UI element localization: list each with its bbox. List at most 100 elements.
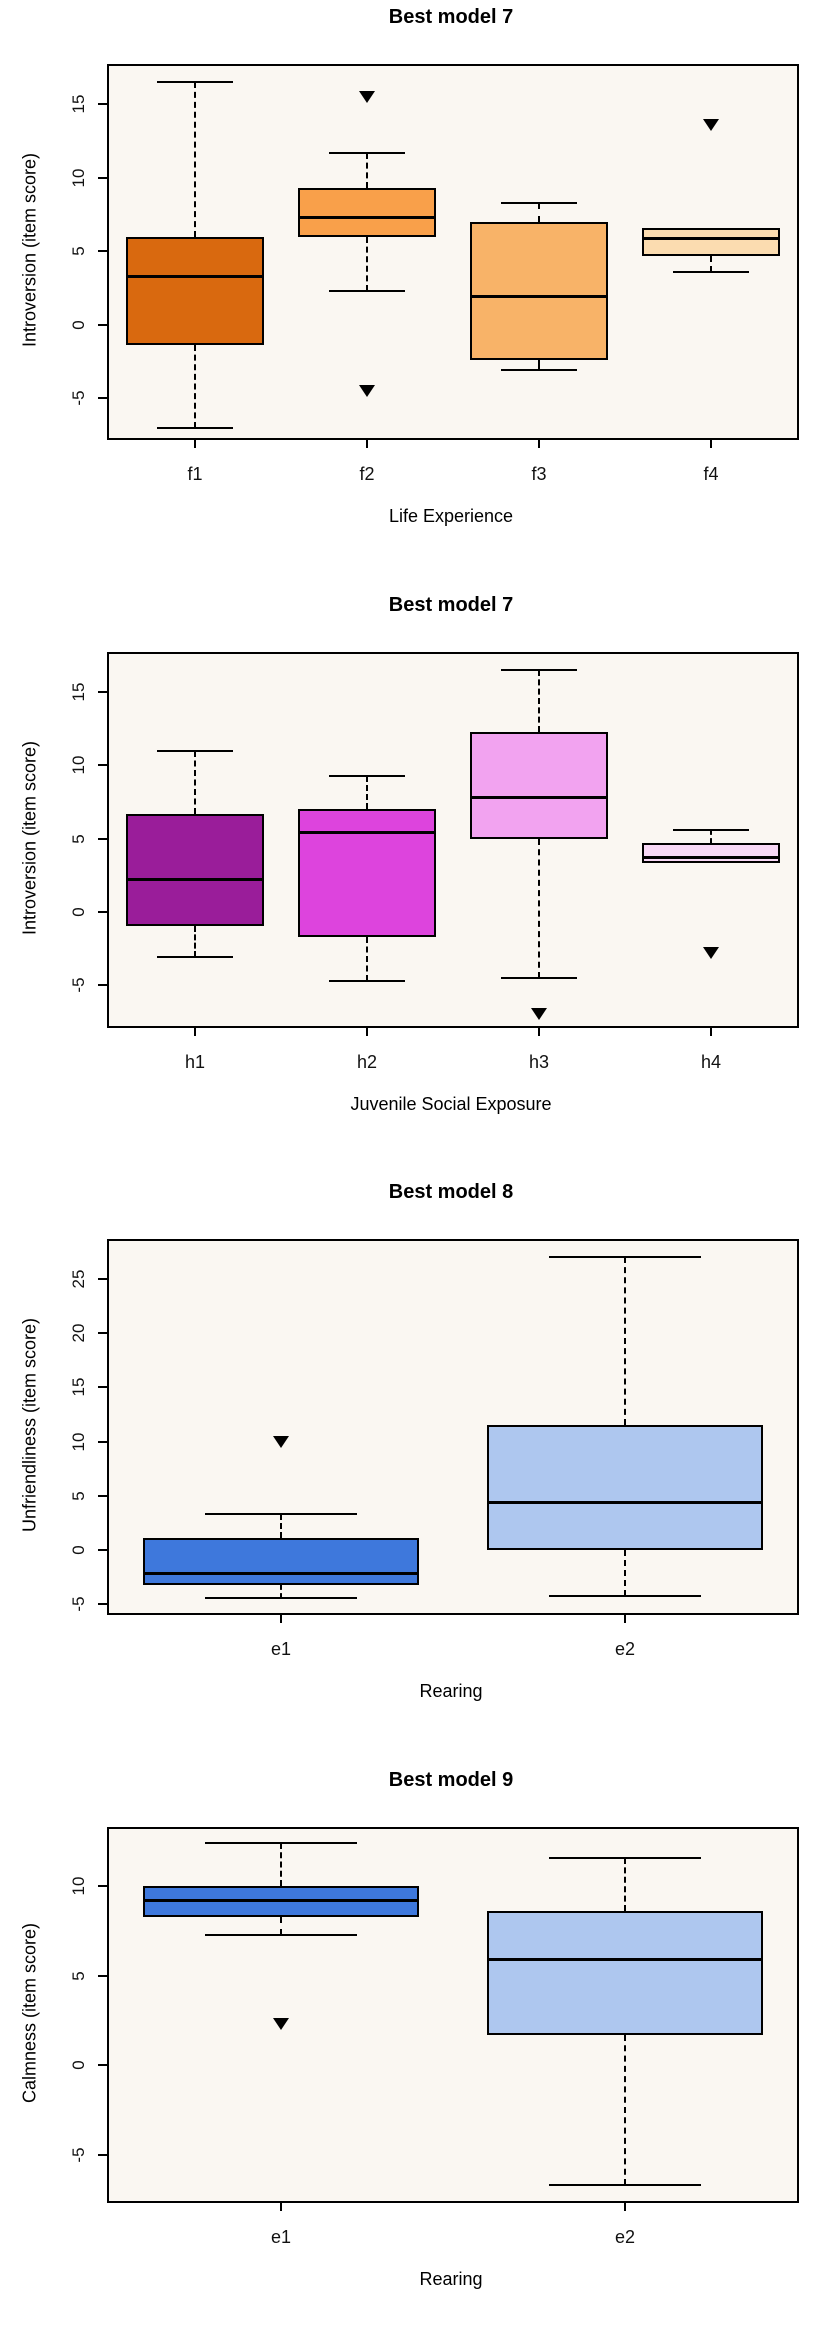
- y-tick: [98, 1277, 109, 1280]
- boxplot-box-h1: [126, 813, 264, 927]
- median-line: [487, 1500, 763, 1504]
- x-tick-label: h1: [184, 1052, 206, 1072]
- lower-whisker-cap: [157, 956, 233, 959]
- x-tick-label: e1: [270, 2227, 292, 2247]
- x-tick: [624, 1613, 626, 1623]
- upper-whisker: [366, 775, 368, 810]
- x-tick: [710, 438, 712, 448]
- outlier-marker: [703, 946, 719, 959]
- x-tick-label: h2: [356, 1052, 378, 1072]
- y-tick: [98, 397, 109, 400]
- median-line: [298, 215, 436, 219]
- boxplot-box-h3: [470, 731, 608, 839]
- lower-whisker-cap: [205, 1596, 357, 1599]
- upper-whisker-cap: [549, 1256, 701, 1259]
- x-tick-label: f3: [531, 464, 547, 484]
- x-tick: [366, 438, 368, 448]
- lower-whisker-cap: [549, 1594, 701, 1597]
- y-tick: [98, 2064, 109, 2067]
- lower-whisker-cap: [205, 1933, 357, 1936]
- boxplot-box-f2: [298, 188, 436, 237]
- plot-area: -5 0 5 10 e1 e2: [69, 1827, 799, 2247]
- y-tick: [98, 1494, 109, 1497]
- chart-title: Best model 7: [388, 6, 514, 28]
- lower-whisker-cap: [501, 369, 577, 372]
- upper-whisker-cap: [329, 151, 405, 154]
- upper-whisker-cap: [205, 1842, 357, 1845]
- upper-whisker-cap: [205, 1513, 357, 1516]
- lower-whisker-cap: [673, 270, 749, 273]
- y-tick: [98, 1885, 109, 1888]
- upper-whisker-cap: [501, 201, 577, 204]
- upper-whisker: [624, 1257, 626, 1426]
- x-tick-label: h4: [700, 1052, 722, 1072]
- plot-area: -5 0 5 10 15 f1 f2 f3 f4: [69, 64, 799, 484]
- lower-whisker: [194, 926, 196, 958]
- lower-whisker: [624, 2034, 626, 2185]
- lower-whisker: [366, 936, 368, 981]
- x-tick: [538, 1026, 540, 1036]
- y-tick: [98, 1386, 109, 1389]
- boxplot-box-h2: [298, 809, 436, 937]
- panel-best-model-9-rearing: Best model 9 Calmness (item score) -5 0 5 1…: [0, 1763, 821, 2350]
- x-tick: [538, 438, 540, 448]
- upper-whisker: [366, 152, 368, 189]
- outlier-marker: [531, 1008, 547, 1021]
- x-axis-label: Rearing: [419, 2269, 483, 2289]
- outlier-marker: [703, 118, 719, 131]
- x-tick: [194, 438, 196, 448]
- upper-whisker: [538, 670, 540, 732]
- upper-whisker-cap: [157, 81, 233, 84]
- median-line: [642, 236, 780, 240]
- boxplot-box-h4: [642, 842, 780, 864]
- y-tick: [98, 323, 109, 326]
- chart-title: Best model 8: [388, 1181, 514, 1203]
- y-tick: [98, 1440, 109, 1443]
- plot-area: -5 0 5 10 15 h1 h2 h3 h4: [69, 652, 799, 1072]
- median-line: [642, 856, 780, 860]
- plot-area: -5 0 5 10 15 20 25 e1 e2: [69, 1239, 799, 1659]
- lower-whisker: [710, 255, 712, 272]
- x-tick-label: f4: [703, 464, 719, 484]
- x-tick-label: f2: [359, 464, 375, 484]
- lower-whisker-cap: [549, 2183, 701, 2186]
- median-line: [126, 878, 264, 882]
- x-tick: [280, 2201, 282, 2211]
- chart-title: Best model 7: [388, 594, 514, 616]
- upper-whisker-cap: [329, 774, 405, 777]
- outlier-marker: [359, 384, 375, 397]
- x-tick: [624, 2201, 626, 2211]
- lower-whisker-cap: [329, 289, 405, 292]
- panel-best-model-7-juvenile-social-exposure: Best model 7 Introversion (item score) -…: [0, 588, 821, 1175]
- outlier-marker: [359, 90, 375, 103]
- y-tick: [98, 1549, 109, 1552]
- boxplot-box-e2: [487, 1911, 763, 2035]
- upper-whisker: [280, 1514, 282, 1539]
- median-line: [470, 796, 608, 800]
- x-tick-label: e2: [614, 1639, 636, 1659]
- upper-whisker-cap: [549, 1856, 701, 1859]
- y-tick: [98, 1974, 109, 1977]
- upper-whisker-cap: [501, 669, 577, 672]
- median-line: [298, 831, 436, 835]
- lower-whisker: [538, 360, 540, 371]
- lower-whisker-cap: [501, 976, 577, 979]
- boxplot-box-f1: [126, 236, 264, 346]
- y-tick: [98, 983, 109, 986]
- median-line: [143, 1899, 419, 1903]
- lower-whisker: [194, 345, 196, 428]
- x-axis-label: Juvenile Social Exposure: [350, 1094, 552, 1114]
- x-axis-label: Life Experience: [388, 506, 514, 526]
- boxplot-box-e2: [487, 1425, 763, 1551]
- lower-whisker: [280, 1916, 282, 1935]
- y-tick: [98, 2153, 109, 2156]
- lower-whisker: [624, 1550, 626, 1596]
- median-line: [470, 295, 608, 299]
- y-tick: [98, 176, 109, 179]
- y-tick: [98, 764, 109, 767]
- median-line: [143, 1572, 419, 1576]
- upper-whisker: [280, 1843, 282, 1887]
- lower-whisker: [366, 236, 368, 291]
- lower-whisker: [538, 838, 540, 978]
